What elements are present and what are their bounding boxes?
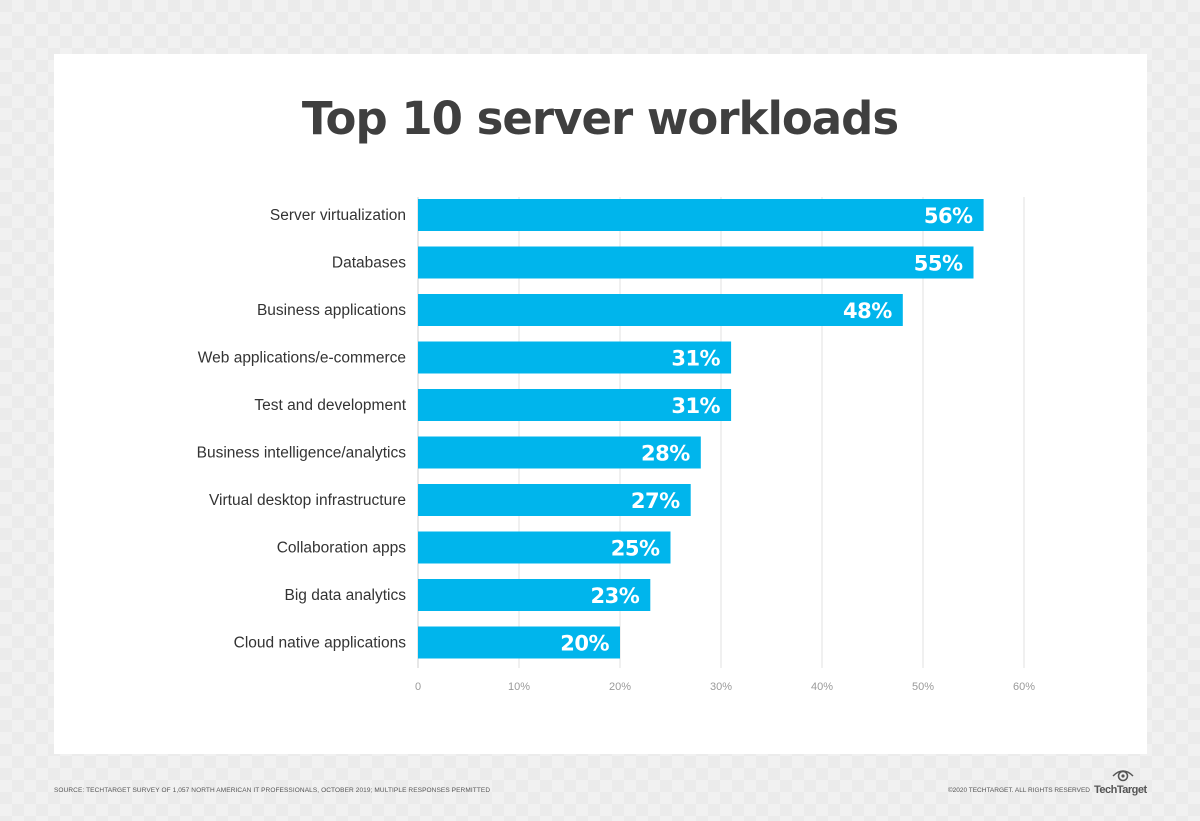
category-label: Business intelligence/analytics [197,445,407,462]
bar [418,341,732,374]
data-label: 31% [671,347,720,371]
x-tick-label: 60% [1013,681,1035,693]
copyright-note: ©2020 TECHTARGET. ALL RIGHTS RESERVED [947,787,1090,794]
bar [418,579,651,611]
category-label: Server virtualization [270,207,406,224]
data-label: 28% [641,442,690,466]
source-note: SOURCE: TECHTARGET SURVEY OF 1,057 NORTH… [54,787,491,794]
bar [418,531,671,564]
eye-logo-icon [1112,770,1134,782]
bar [418,484,691,516]
bar [418,389,732,421]
bar [418,294,903,326]
category-label: Test and development [254,397,406,414]
bar [418,199,984,231]
category-label: Databases [332,255,406,272]
data-label: 20% [560,632,609,656]
category-label: Web applications/e-commerce [198,350,406,367]
bar [418,626,620,659]
category-label: Virtual desktop infrastructure [209,492,406,509]
x-tick-label: 40% [811,681,833,693]
x-tick-label: 30% [710,681,732,693]
data-label: 48% [843,299,892,323]
data-label: 55% [914,252,963,276]
techtarget-logo: TechTarget [1094,768,1150,798]
bar [418,436,701,469]
data-label: 27% [631,489,680,513]
category-label: Cloud native applications [234,635,407,652]
data-label: 56% [924,204,973,228]
logo-text: TechTarget [1094,784,1147,796]
bar [418,246,974,279]
data-label: 31% [671,394,720,418]
category-label: Business applications [257,302,406,319]
category-label: Collaboration apps [277,540,407,557]
data-label: 23% [591,584,640,608]
x-tick-label: 50% [912,681,934,693]
category-label: Big data analytics [285,587,407,604]
x-tick-label: 0 [415,681,421,693]
x-tick-label: 20% [609,681,631,693]
chart-title: Top 10 server workloads [301,92,899,145]
data-label: 25% [611,537,660,561]
x-tick-label: 10% [508,681,530,693]
